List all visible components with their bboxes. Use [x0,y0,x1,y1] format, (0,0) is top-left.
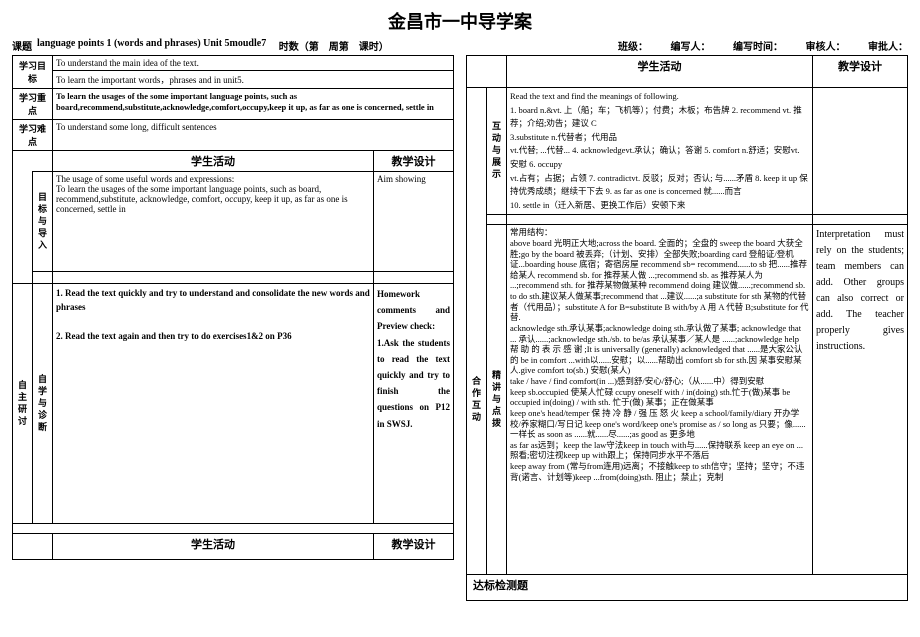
row1-a2: To learn the usages of the some importan… [56,184,370,214]
r-row2-text: 常用结构： above board 光明正大地;across the board… [507,225,813,575]
header-row: 课题 language points 1 (words and phrases)… [12,38,908,53]
topic-label: 课题 [12,38,32,53]
col-activity-head: 学生活动 [53,151,374,172]
row2-a2: 2. Read the text again and then try to d… [56,329,370,343]
left-column: 学习目标 To understand the main idea of the … [12,55,454,601]
right-table: 学生活动 教学设计 互动与展示 Read the text and find t… [466,55,908,601]
row2-outer: 自主研讨 [13,284,33,524]
goal-label: 学习目标 [13,56,53,89]
author: 编写人： [671,38,711,53]
r-head-activity: 学生活动 [507,56,813,88]
row2-activity: 1. Read the text quickly and try to unde… [53,284,374,524]
col-design-head: 教学设计 [374,151,454,172]
right-column: 学生活动 教学设计 互动与展示 Read the text and find t… [466,55,908,601]
r-row2-outer: 合作互动 [467,225,487,575]
footer-activity: 学生活动 [53,534,374,560]
left-table: 学习目标 To understand the main idea of the … [12,55,454,560]
row2-design: Homework comments and Preview check: 1.A… [374,284,454,524]
focus-text: To learn the usages of the some importan… [53,89,454,120]
row2-side: 自学与诊断 [33,284,53,524]
row1-a1: The usage of some useful words and expre… [56,174,370,184]
doc-title: 金昌市一中导学案 [12,8,908,34]
focus-label: 学习重点 [13,89,53,120]
row1-side: 目标与导入 [33,172,53,272]
r-row1-text: Read the text and find the meanings of f… [507,88,813,215]
goal1: To understand the main idea of the text. [53,56,454,71]
r-footer: 达标检测题 [467,575,908,601]
r-head-design: 教学设计 [813,56,908,88]
r-row2-design: Interpretation must rely on the students… [813,225,908,575]
hours: 时数（第 周第 课时） [279,38,389,53]
footer-design: 教学设计 [374,534,454,560]
goal2: To learn the important words，phrases and… [53,71,454,89]
row2-a1: 1. Read the text quickly and try to unde… [56,286,370,315]
row1-design: Aim showing [374,172,454,272]
diff-label: 学习难点 [13,120,53,151]
reviewer: 审核人： [806,38,846,53]
writetime: 编写时间： [733,38,783,53]
row1-activity: The usage of some useful words and expre… [53,172,374,272]
class: 班级： [618,38,648,53]
diff-text: To understand some long, difficult sente… [53,120,454,151]
topic: language points 1 (words and phrases) Un… [37,38,266,53]
r-row1-outer: 互动与展示 [487,88,507,215]
r-row2-side: 精讲与点拨 [487,225,507,575]
approver: 审批人： [868,38,908,53]
